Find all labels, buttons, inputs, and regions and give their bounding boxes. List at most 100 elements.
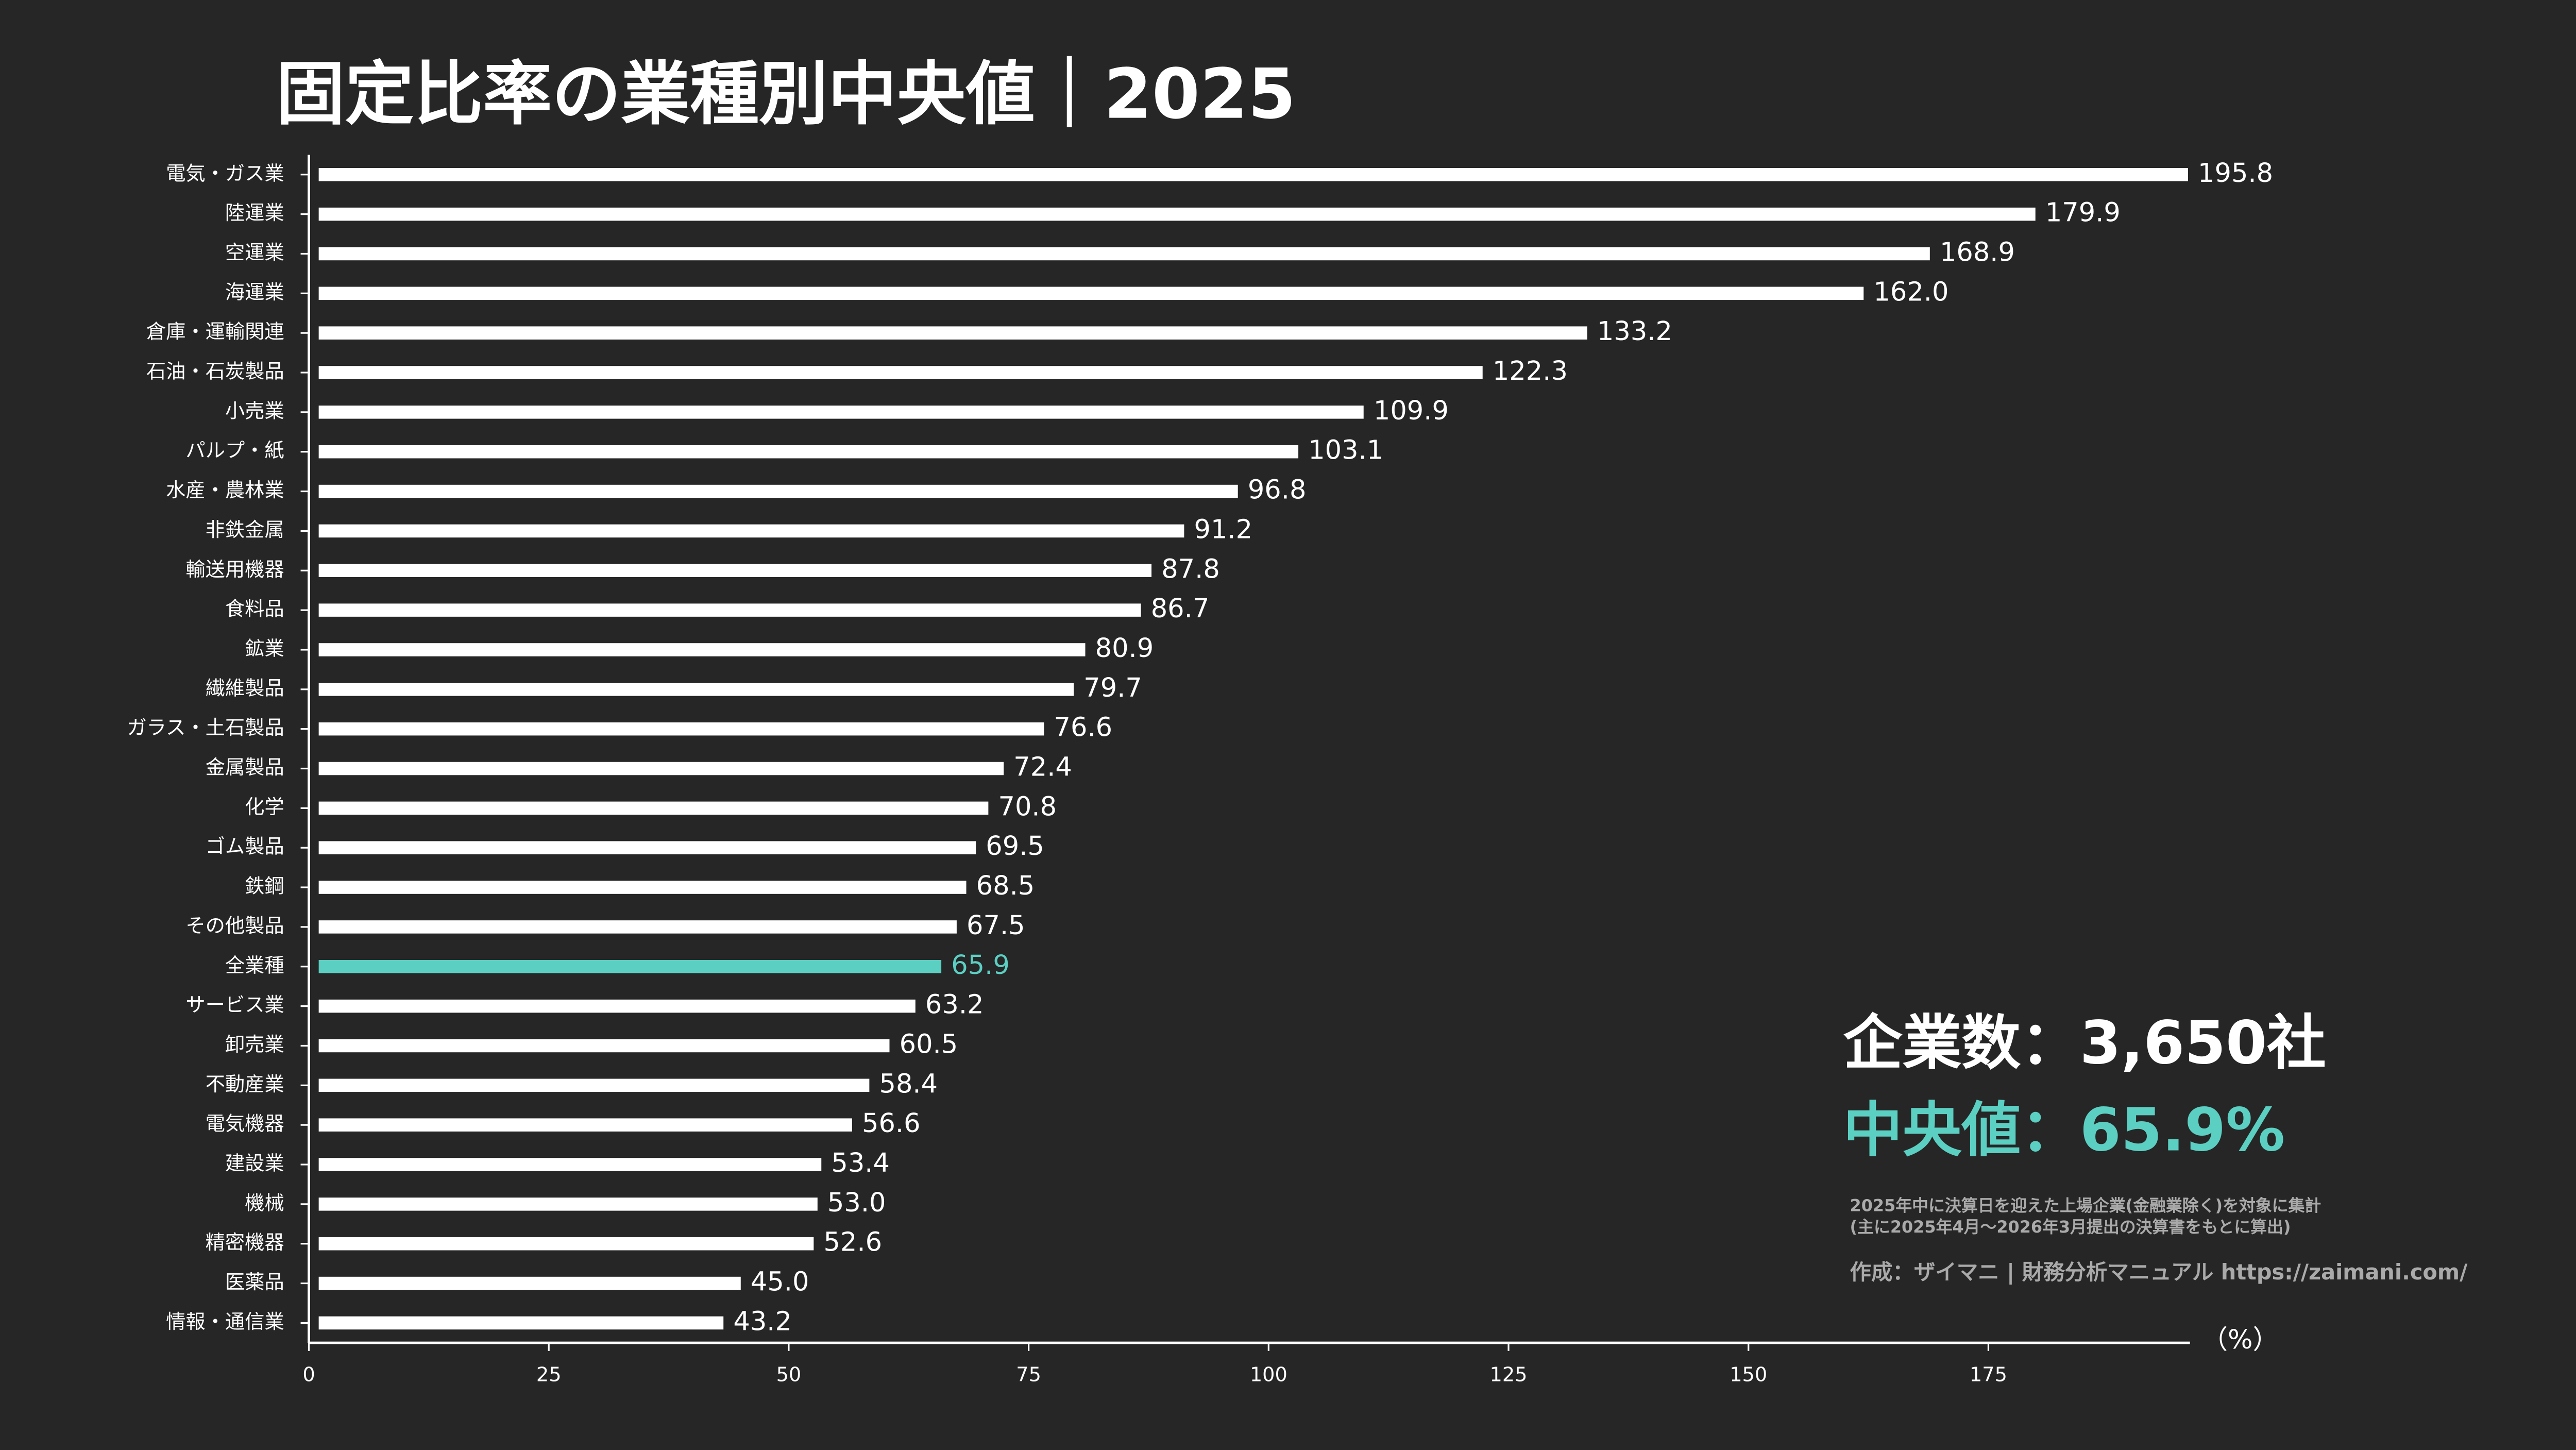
bar xyxy=(318,762,1004,775)
x-tick-label: 125 xyxy=(1490,1363,1528,1386)
bar xyxy=(318,920,957,934)
bar xyxy=(318,683,1074,696)
bar xyxy=(318,603,1141,617)
value-label: 58.4 xyxy=(879,1069,938,1099)
value-label: 103.1 xyxy=(1308,435,1383,466)
bar xyxy=(318,881,967,894)
y-tick-label: 倉庫・運輸関連 xyxy=(146,321,284,344)
y-tick-label: 水産・農林業 xyxy=(166,479,284,502)
credit: 作成：ザイマニ | 財務分析マニュアル https://zaimani.com/ xyxy=(1850,1260,2468,1285)
y-tick-label: 非鉄金属 xyxy=(206,518,284,542)
bar xyxy=(318,643,1086,656)
y-tick-label: 陸運業 xyxy=(225,201,284,225)
y-tick-label: 建設業 xyxy=(225,1152,284,1175)
y-tick-label: 精密機器 xyxy=(206,1231,284,1254)
y-tick-label: 卸売業 xyxy=(225,1033,284,1056)
y-tick-label: 小売業 xyxy=(225,399,284,423)
y-tick-label: 空運業 xyxy=(225,241,284,264)
x-tick-label: 75 xyxy=(1016,1363,1041,1386)
chart-title: 固定比率の業種別中央値｜2025 xyxy=(276,54,1296,134)
x-tick-label: 25 xyxy=(536,1363,562,1386)
value-label: 53.0 xyxy=(827,1188,886,1218)
y-tick-label: 電気機器 xyxy=(206,1112,284,1136)
value-label: 87.8 xyxy=(1161,554,1220,584)
value-label: 168.9 xyxy=(1940,237,2015,267)
y-tick-label: 鉄鋼 xyxy=(245,875,284,898)
bar xyxy=(318,1078,870,1092)
y-tick-label: 食料品 xyxy=(225,598,284,621)
note: (主に2025年4月〜2026年3月提出の決算書をもとに算出) xyxy=(1850,1217,2291,1237)
value-label: 96.8 xyxy=(1248,475,1307,505)
bar xyxy=(318,999,916,1013)
y-tick-label: 化学 xyxy=(245,796,284,819)
value-label: 53.4 xyxy=(831,1148,890,1178)
y-tick-label: 輸送用機器 xyxy=(185,558,284,581)
y-tick-label: 鉱業 xyxy=(245,637,284,660)
value-label: 60.5 xyxy=(900,1029,958,1059)
bar xyxy=(318,524,1184,538)
y-tick-label: 不動産業 xyxy=(206,1073,284,1096)
value-label: 63.2 xyxy=(925,990,984,1020)
y-tick-label: 機械 xyxy=(245,1191,284,1215)
y-tick-label: 情報・通信業 xyxy=(166,1310,284,1334)
bar xyxy=(318,564,1152,578)
y-tick-label: ガラス・土石製品 xyxy=(127,716,284,739)
note: 2025年中に決算日を迎えた上場企業(金融業除く)を対象に集計 xyxy=(1850,1195,2321,1215)
bar xyxy=(318,286,1864,300)
x-tick-label: 150 xyxy=(1730,1363,1767,1386)
bar xyxy=(318,959,942,973)
x-tick-label: 50 xyxy=(776,1363,802,1386)
bar xyxy=(318,366,1483,379)
bar xyxy=(318,1316,724,1330)
y-tick-label: 石油・石炭製品 xyxy=(146,360,284,383)
median-label: 中央値：65.9% xyxy=(1843,1095,2285,1165)
bar xyxy=(318,1158,822,1171)
x-tick-label: 0 xyxy=(302,1363,315,1386)
bar xyxy=(318,247,1930,261)
bar xyxy=(318,1039,890,1053)
value-label: 52.6 xyxy=(823,1227,882,1258)
value-label: 179.9 xyxy=(2045,198,2121,228)
value-label: 79.7 xyxy=(1083,673,1142,703)
value-label: 91.2 xyxy=(1194,514,1253,545)
bar xyxy=(318,722,1044,736)
value-label: 122.3 xyxy=(1493,356,1568,386)
value-label: 65.9 xyxy=(951,950,1010,981)
y-tick-label: 繊維製品 xyxy=(206,677,284,700)
bar xyxy=(318,484,1238,498)
value-label: 45.0 xyxy=(751,1267,809,1297)
value-label: 67.5 xyxy=(967,911,1025,941)
x-tick-label: 100 xyxy=(1250,1363,1287,1386)
y-tick-label: 海運業 xyxy=(225,281,284,304)
bar xyxy=(318,168,2188,181)
y-tick-label: 金属製品 xyxy=(206,756,284,779)
bar xyxy=(318,841,976,854)
bar xyxy=(318,1276,741,1290)
y-tick-label: その他製品 xyxy=(185,914,284,937)
y-tick-label: 電気・ガス業 xyxy=(166,162,284,185)
bar xyxy=(318,326,1587,340)
company-count: 企業数：3,650社 xyxy=(1843,1008,2326,1077)
bar xyxy=(318,406,1364,419)
bar xyxy=(318,1118,852,1132)
value-label: 76.6 xyxy=(1054,713,1113,743)
y-tick-label: パルプ・紙 xyxy=(185,439,284,462)
value-label: 80.9 xyxy=(1095,633,1154,664)
bar xyxy=(318,207,2036,221)
value-label: 68.5 xyxy=(976,871,1035,901)
value-label: 56.6 xyxy=(862,1108,921,1139)
bar xyxy=(318,1237,814,1251)
value-label: 72.4 xyxy=(1013,752,1072,783)
bar xyxy=(318,445,1299,459)
x-tick-label: 175 xyxy=(1970,1363,2007,1386)
value-label: 86.7 xyxy=(1151,594,1210,624)
value-label: 70.8 xyxy=(998,791,1057,822)
value-label: 43.2 xyxy=(733,1306,792,1337)
value-label: 133.2 xyxy=(1597,316,1672,347)
y-tick-label: 全業種 xyxy=(225,954,284,977)
value-label: 162.0 xyxy=(1873,277,1948,307)
bar xyxy=(318,801,989,815)
y-tick-label: サービス業 xyxy=(185,993,284,1017)
value-label: 69.5 xyxy=(986,831,1044,862)
